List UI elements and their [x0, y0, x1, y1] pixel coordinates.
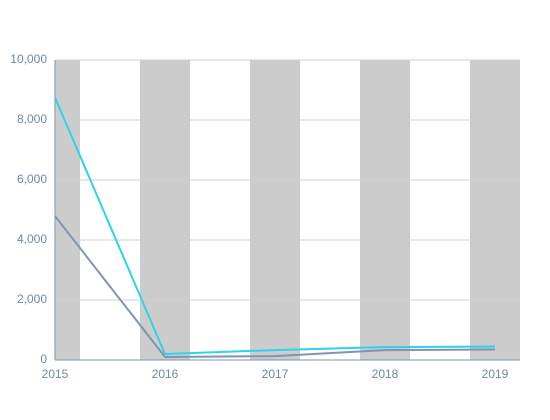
background-band: [250, 60, 300, 360]
series-line: [54, 97, 496, 356]
series-line: [54, 215, 496, 359]
y-tick-label: 4,000: [17, 232, 47, 246]
background-band: [470, 60, 520, 360]
y-tick-label: 0: [40, 352, 47, 366]
background-band: [55, 60, 80, 360]
x-tick-label: 2016: [152, 367, 179, 381]
background-band: [140, 60, 190, 360]
y-tick-label: 6,000: [17, 172, 47, 186]
y-tick-label: 8,000: [17, 112, 47, 126]
x-tick-label: 2017: [262, 367, 289, 381]
y-tick-label: 2,000: [17, 292, 47, 306]
x-tick-label: 2015: [42, 367, 69, 381]
background-band: [360, 60, 410, 360]
x-tick-label: 2018: [372, 367, 399, 381]
y-tick-label: 10,000: [10, 52, 47, 66]
x-tick-label: 2019: [482, 367, 509, 381]
